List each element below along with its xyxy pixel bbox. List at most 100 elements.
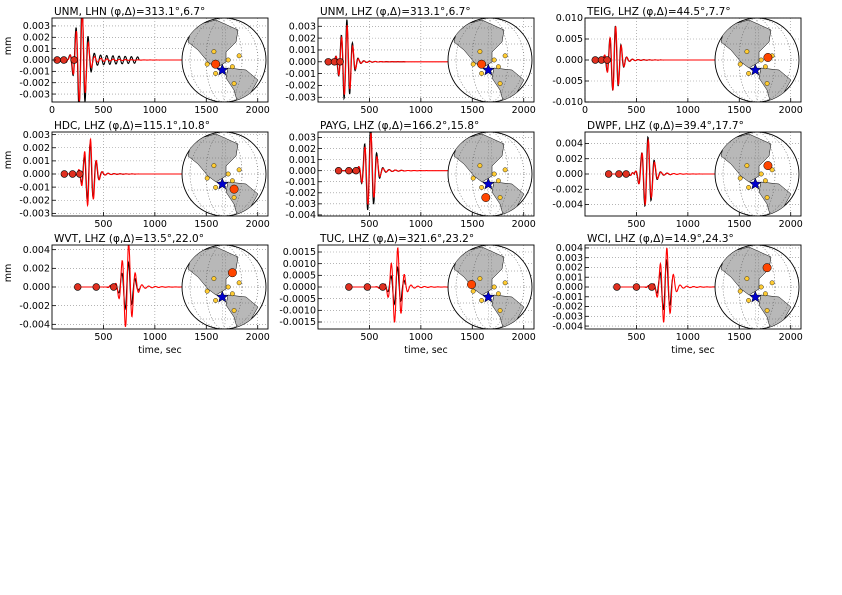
arrival-marker [345,166,353,175]
globe-inset [714,18,800,102]
globe-land [715,245,799,329]
x-tick-label: 2000 [779,219,803,230]
subplot-7: WVT, LHZ (φ,Δ)=13.5°,22.0° 0.004 0.002 0.00… [3,233,270,356]
station-marker [467,280,476,289]
y-tick-label: -0.004 [552,200,583,211]
y-tick-label: 0.0000 [283,282,316,293]
other-station-dot [231,308,237,313]
x-tick-label: 1000 [409,105,433,116]
other-station-dot [225,57,231,63]
y-tick-label: -0.003 [285,92,316,103]
x-tick-label: 1500 [194,105,218,116]
y-tick-label: 0.002 [289,144,316,155]
other-station-dot [744,49,750,54]
y-tick-label: 0.004 [556,139,583,150]
meridian-line [738,245,776,329]
subplot-title: DWPF, LHZ (φ,Δ)=39.4°,17.7° [587,120,744,132]
other-station-dot [470,288,476,294]
other-station-dot [497,308,503,313]
subplot-title: WCI, LHZ (φ,Δ)=14.9°,24.3° [587,233,734,245]
arrival-marker [60,56,68,64]
subplot-title: TUC, LHZ (φ,Δ)=321.6°,23.2° [319,233,474,245]
other-station-dot [211,163,217,169]
x-tick-label: 1500 [194,219,218,230]
station-marker [229,184,239,194]
x-tick-label: 500 [360,219,378,230]
arrival-marker [345,283,353,291]
arrival-marker [632,283,641,291]
event-star-icon [481,63,495,76]
y-tick-label: -0.002 [552,184,583,195]
x-tick-label: 2000 [779,105,803,116]
x-tick-label: 1500 [460,219,484,230]
other-station-dot [764,81,770,86]
x-tick-label: 500 [627,219,645,230]
arrival-marker [591,56,599,64]
arrival-marker [324,58,332,66]
arrival-marker [648,283,656,291]
x-tick-label: 1000 [143,105,167,116]
meridian-line [455,18,525,102]
y-tick-label: 0.002 [556,154,583,165]
meridian-line [455,132,525,216]
other-station-dot [477,163,483,169]
y-tick-label: 0.000 [556,282,583,293]
other-station-dot [497,81,503,86]
x-tick-label: 1000 [409,332,433,343]
x-axis-label: time, sec [671,345,715,356]
globe-inset [181,18,267,102]
y-tick-label: 0.0015 [283,247,316,258]
x-tick-label: 0 [582,105,588,116]
other-station-dot [479,298,484,303]
other-station-dot [495,64,501,70]
subplot-1: UNM, LHN (φ,Δ)=313.1°,6.7°0.0030.0020.00… [3,6,270,116]
other-station-dot [479,71,484,76]
station-marker [211,59,221,69]
y-tick-label: -0.001 [285,177,316,188]
x-tick-label: 0 [49,105,55,116]
globe-land [448,132,532,216]
x-tick-label: 1500 [194,332,218,343]
y-axis-label: mm [3,264,14,283]
other-station-dot [737,175,743,181]
globe-inset [181,245,267,329]
other-station-dot [758,171,764,177]
other-station-dot [229,64,235,70]
other-station-dot [495,291,501,297]
subplot-2: UNM, LHZ (φ,Δ)=313.1°,6.7°0.0030.0020.00… [285,6,535,116]
meridian-line [722,18,792,102]
x-tick-label: 1000 [409,219,433,230]
other-station-dot [737,61,743,67]
x-tick-label: 2000 [512,332,536,343]
subplot-title: UNM, LHZ (φ,Δ)=313.1°,6.7° [320,6,471,18]
other-station-dot [213,71,219,76]
other-station-dot [204,175,210,181]
x-tick-label: 1000 [676,105,700,116]
x-tick-label: 500 [360,332,378,343]
y-tick-label: 0.000 [23,169,50,180]
arrival-marker [379,283,387,291]
other-station-dot [225,171,231,177]
other-station-dot [211,276,217,281]
y-tick-label: 0.0005 [283,271,316,282]
other-station-dot [213,298,219,303]
plot-frame [317,17,535,103]
y-tick-label: 0.003 [289,21,316,32]
x-tick-label: 500 [94,105,112,116]
station-marker [227,268,237,278]
y-tick-label: -0.005 [552,76,583,87]
y-tick-label: 0.004 [556,243,583,254]
observed-trace [613,258,673,311]
other-station-dot [479,185,484,190]
x-tick-label: 1000 [143,332,167,343]
meridian-line [189,18,259,102]
x-tick-label: 500 [94,219,112,230]
globe-land [448,245,532,329]
x-tick-label: 2000 [779,332,803,343]
other-station-dot [763,291,768,297]
other-station-dot [213,185,219,190]
meridian-line [205,245,243,329]
globe-inset [447,245,533,329]
other-station-dot [744,276,750,281]
